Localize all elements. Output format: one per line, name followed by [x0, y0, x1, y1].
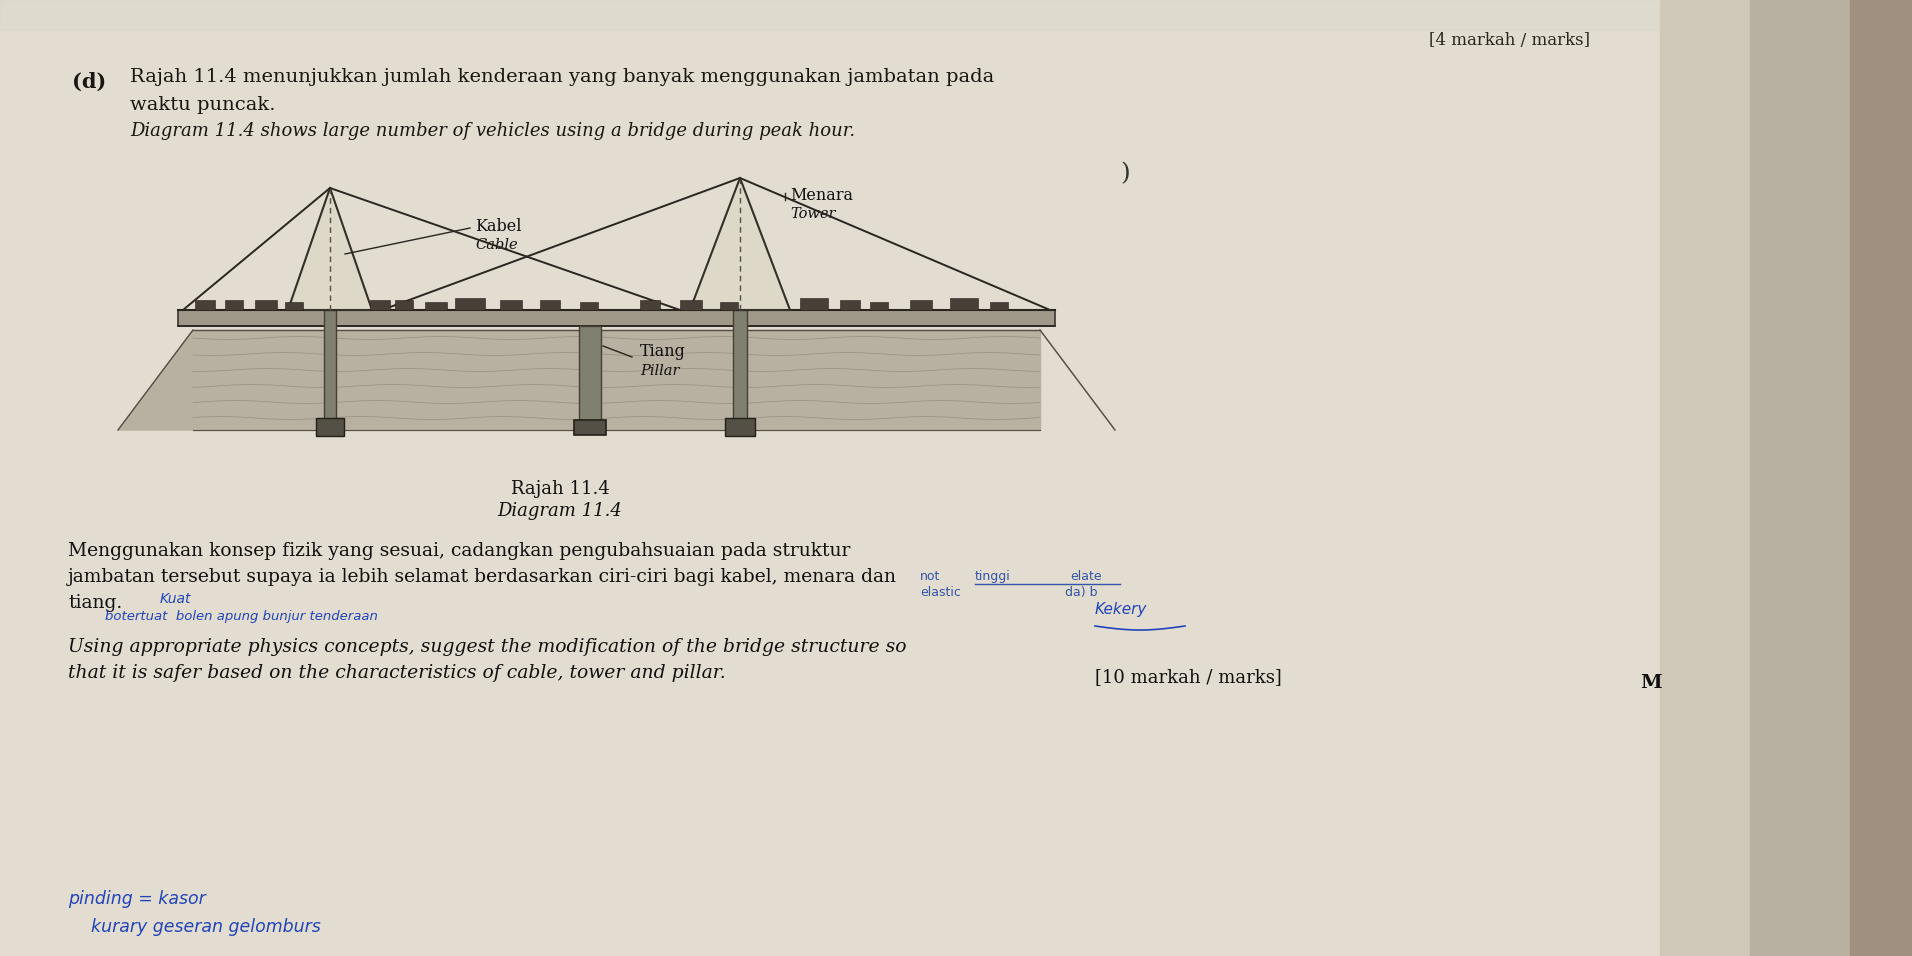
Polygon shape: [681, 300, 702, 310]
Text: Rajah 11.4 menunjukkan jumlah kenderaan yang banyak menggunakan jambatan pada: Rajah 11.4 menunjukkan jumlah kenderaan …: [130, 68, 994, 86]
Text: ): ): [1120, 162, 1130, 185]
Text: waktu puncak.: waktu puncak.: [130, 96, 275, 114]
Polygon shape: [1040, 330, 1115, 430]
Text: kurary geseran gelomburs: kurary geseran gelomburs: [80, 918, 321, 936]
Text: pinding = kasor: pinding = kasor: [69, 890, 206, 908]
Text: M: M: [1640, 674, 1662, 692]
Polygon shape: [285, 302, 302, 310]
Polygon shape: [539, 300, 560, 310]
Text: tiang.: tiang.: [69, 594, 122, 612]
Polygon shape: [990, 302, 1008, 310]
Polygon shape: [396, 300, 413, 310]
Polygon shape: [910, 300, 931, 310]
Polygon shape: [0, 0, 1660, 30]
Text: jambatan tersebut supaya ia lebih selamat berdasarkan ciri-ciri bagi kabel, mena: jambatan tersebut supaya ia lebih selama…: [69, 568, 897, 586]
Polygon shape: [641, 300, 660, 310]
Text: botertuat  bolen apung bunjur tenderaan: botertuat bolen apung bunjur tenderaan: [105, 610, 379, 623]
Text: tinggi: tinggi: [975, 570, 1011, 583]
Text: Menggunakan konsep fizik yang sesuai, cadangkan pengubahsuaian pada struktur: Menggunakan konsep fizik yang sesuai, ca…: [69, 542, 851, 560]
Polygon shape: [1660, 0, 1749, 956]
Text: Diagram 11.4: Diagram 11.4: [497, 502, 623, 520]
Polygon shape: [1749, 0, 1851, 956]
Text: that it is safer based on the characteristics of cable, tower and pillar.: that it is safer based on the characteri…: [69, 664, 727, 682]
Text: Tiang: Tiang: [641, 343, 686, 360]
Text: not: not: [920, 570, 941, 583]
Text: Rajah 11.4: Rajah 11.4: [511, 480, 610, 498]
Polygon shape: [424, 302, 447, 310]
Polygon shape: [254, 300, 277, 310]
Polygon shape: [839, 300, 860, 310]
Polygon shape: [690, 178, 790, 310]
Polygon shape: [315, 418, 344, 436]
Polygon shape: [0, 0, 1660, 956]
Text: Using appropriate physics concepts, suggest the modification of the bridge struc: Using appropriate physics concepts, sugg…: [69, 638, 906, 656]
Polygon shape: [178, 310, 1055, 326]
Text: Diagram 11.4 shows large number of vehicles using a bridge during peak hour.: Diagram 11.4 shows large number of vehic…: [130, 122, 855, 140]
Polygon shape: [1851, 0, 1912, 956]
Text: Tower: Tower: [790, 207, 836, 221]
Text: Kabel: Kabel: [474, 218, 522, 234]
Text: Pillar: Pillar: [641, 364, 679, 378]
Polygon shape: [579, 326, 600, 422]
Text: (d): (d): [73, 72, 107, 92]
Polygon shape: [732, 310, 748, 420]
Polygon shape: [579, 302, 598, 310]
Text: [10 markah / marks]: [10 markah / marks]: [1096, 668, 1281, 686]
Polygon shape: [799, 298, 828, 310]
Polygon shape: [574, 420, 606, 435]
Polygon shape: [725, 418, 755, 436]
Text: Kekery: Kekery: [1096, 602, 1147, 617]
Text: Kuat: Kuat: [161, 592, 191, 606]
Text: elastic: elastic: [920, 586, 962, 599]
Polygon shape: [870, 302, 887, 310]
Text: Cable: Cable: [474, 238, 518, 252]
Polygon shape: [193, 330, 1040, 430]
Polygon shape: [501, 300, 522, 310]
Polygon shape: [455, 298, 486, 310]
Text: elate: elate: [1071, 570, 1101, 583]
Polygon shape: [950, 298, 979, 310]
Polygon shape: [289, 188, 373, 310]
Text: [4 markah / marks]: [4 markah / marks]: [1428, 32, 1591, 49]
Polygon shape: [721, 302, 738, 310]
Polygon shape: [323, 310, 337, 420]
Polygon shape: [371, 300, 390, 310]
Polygon shape: [226, 300, 243, 310]
Text: Menara: Menara: [790, 186, 853, 204]
Polygon shape: [195, 300, 214, 310]
Polygon shape: [119, 330, 193, 430]
Text: da) b: da) b: [1065, 586, 1097, 599]
